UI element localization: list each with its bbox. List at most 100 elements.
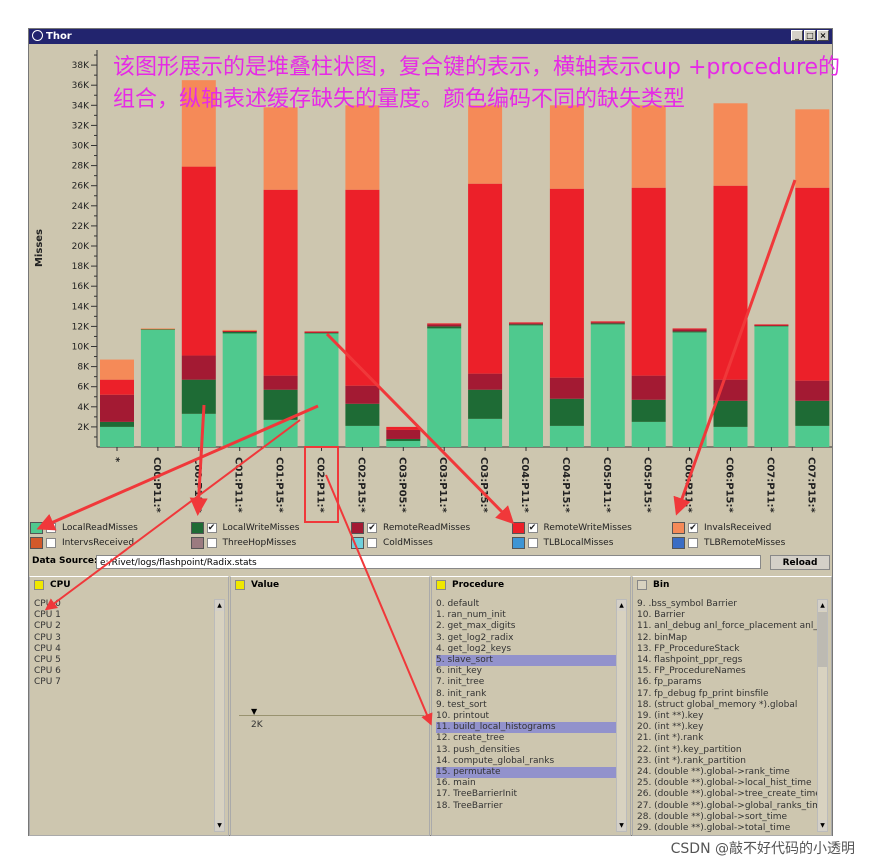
list-item[interactable]: 11. anl_debug anl_force_placement anl_p	[637, 621, 817, 632]
bar-segment-LocalReadMisses[interactable]	[222, 333, 257, 447]
list-item[interactable]: 18. (struct global_memory *).global	[637, 699, 798, 710]
bar-segment-LocalWriteMisses[interactable]	[468, 389, 503, 419]
legend-checkbox[interactable]: ✔	[46, 523, 56, 533]
bar-segment-LocalReadMisses[interactable]	[181, 413, 216, 447]
list-item[interactable]: 23. (int *).rank_partition	[637, 755, 746, 766]
list-item[interactable]: 17. fp_debug fp_print binsfile	[637, 688, 769, 699]
legend-item-ThreeHopMisses[interactable]: ThreeHopMisses	[190, 537, 296, 549]
list-item[interactable]: 11. build_local_histograms	[436, 722, 616, 734]
bar-segment-LocalWriteMisses[interactable]	[631, 399, 666, 422]
list-item[interactable]: 16. fp_params	[637, 677, 702, 688]
bar-segment-LocalWriteMisses[interactable]	[590, 323, 625, 325]
bar-segment-InvalsReceived[interactable]	[795, 109, 830, 188]
bar-segment-LocalReadMisses[interactable]	[590, 324, 625, 447]
legend-checkbox[interactable]	[367, 538, 377, 548]
procedure-toggle[interactable]	[436, 580, 446, 590]
bar-segment-LocalWriteMisses[interactable]	[140, 328, 175, 330]
bar-segment-LocalWriteMisses[interactable]	[713, 400, 748, 427]
bin-toggle[interactable]	[637, 580, 647, 590]
legend-checkbox[interactable]: ✔	[206, 523, 217, 533]
bar-segment-RemoteWriteMisses[interactable]	[754, 324, 789, 326]
bar-segment-RemoteReadMisses[interactable]	[345, 385, 380, 404]
bar-segment-LocalReadMisses[interactable]	[754, 326, 789, 447]
list-item[interactable]: 8. init_rank	[436, 688, 487, 699]
list-item[interactable]: 14. compute_global_ranks	[436, 755, 555, 766]
bar-segment-RemoteReadMisses[interactable]	[713, 379, 748, 401]
bar-segment-LocalReadMisses[interactable]	[631, 421, 666, 447]
bar-segment-LocalWriteMisses[interactable]	[181, 379, 216, 414]
reload-button[interactable]: Reload	[770, 555, 830, 570]
list-item[interactable]: 6. init_key	[436, 666, 482, 677]
bar-segment-RemoteWriteMisses[interactable]	[222, 330, 257, 332]
bar-segment-InvalsReceived[interactable]	[713, 103, 748, 186]
bar-segment-RemoteReadMisses[interactable]	[549, 377, 584, 399]
legend-item-LocalReadMisses[interactable]: ✔ LocalReadMisses	[30, 522, 138, 534]
value-marker-icon[interactable]: ▼	[251, 707, 258, 716]
list-item[interactable]: 28. (double **).global->sort_time	[637, 811, 788, 822]
bar-segment-RemoteReadMisses[interactable]	[427, 324, 462, 327]
list-item[interactable]: 3. get_log2_radix	[436, 632, 514, 643]
legend-checkbox[interactable]: ✔	[527, 523, 538, 533]
legend-item-IntervsReceived[interactable]: IntervsReceived	[30, 537, 134, 549]
bar-segment-RemoteReadMisses[interactable]	[590, 322, 625, 324]
bar-segment-RemoteWriteMisses[interactable]	[468, 183, 503, 374]
bar-segment-RemoteWriteMisses[interactable]	[181, 166, 216, 356]
procedure-scrollbar[interactable]: ▲ ▼	[616, 599, 627, 832]
list-item[interactable]: 7. init_tree	[436, 677, 485, 688]
list-item[interactable]: 20. (int **).key	[637, 722, 704, 733]
bar-segment-InvalsReceived[interactable]	[549, 105, 584, 189]
bar-segment-RemoteReadMisses[interactable]	[263, 375, 298, 390]
list-item[interactable]: 12. create_tree	[436, 733, 505, 744]
bar-segment-RemoteWriteMisses[interactable]	[345, 189, 380, 386]
bar-segment-LocalWriteMisses[interactable]	[795, 400, 830, 426]
list-item[interactable]: 9. test_sort	[436, 699, 487, 710]
bar-segment-LocalReadMisses[interactable]	[713, 426, 748, 447]
scroll-up-icon[interactable]: ▲	[215, 600, 224, 611]
list-item[interactable]: 25. (double **).global->local_hist_time	[637, 778, 812, 789]
bar-segment-RemoteWriteMisses[interactable]	[386, 426, 421, 430]
legend-item-LocalWriteMisses[interactable]: ✔ LocalWriteMisses	[190, 522, 299, 534]
list-item[interactable]: 4. get_log2_keys	[436, 643, 512, 654]
bin-scrollbar[interactable]: ▲ ▼	[817, 599, 828, 832]
list-item[interactable]: 29. (double **).global->total_time	[637, 823, 791, 834]
scroll-thumb[interactable]	[818, 612, 827, 667]
value-toggle[interactable]	[235, 580, 245, 590]
legend-checkbox[interactable]	[206, 538, 217, 548]
data-source-input[interactable]: e:/Rivet/logs/flashpoint/Radix.stats	[96, 555, 761, 569]
scroll-up-icon[interactable]: ▲	[617, 600, 626, 611]
bar-segment-RemoteWriteMisses[interactable]	[509, 322, 543, 324]
scroll-down-icon[interactable]: ▼	[215, 820, 224, 831]
legend-item-RemoteReadMisses[interactable]: ✔ RemoteReadMisses	[351, 522, 470, 534]
bar-segment-LocalWriteMisses[interactable]	[672, 331, 707, 333]
bar-segment-LocalReadMisses[interactable]	[263, 419, 298, 447]
bar-segment-RemoteReadMisses[interactable]	[631, 375, 666, 400]
list-item[interactable]: 10. Barrier	[637, 610, 685, 621]
scroll-down-icon[interactable]: ▼	[818, 820, 827, 831]
list-item[interactable]: 19. (int **).key	[637, 711, 704, 722]
list-item[interactable]: 15. permutate	[436, 767, 616, 779]
bar-segment-LocalWriteMisses[interactable]	[427, 326, 462, 329]
list-item[interactable]: CPU 4	[34, 643, 61, 654]
bar-segment-InvalsReceived[interactable]	[345, 105, 380, 190]
bar-segment-RemoteWriteMisses[interactable]	[304, 331, 339, 333]
cpu-scrollbar[interactable]: ▲ ▼	[214, 599, 225, 832]
legend-checkbox[interactable]: ✔	[688, 523, 698, 533]
bar-segment-InvalsReceived[interactable]	[222, 329, 257, 331]
legend-checkbox[interactable]	[688, 538, 698, 548]
bar-segment-InvalsReceived[interactable]	[631, 105, 666, 188]
list-item[interactable]: 24. (double **).global->rank_time	[637, 767, 790, 778]
bar-segment-RemoteReadMisses[interactable]	[795, 380, 830, 401]
bar-segment-RemoteWriteMisses[interactable]	[427, 323, 462, 325]
bar-segment-LocalReadMisses[interactable]	[427, 328, 462, 447]
minimize-button[interactable]: _	[791, 30, 803, 41]
legend-item-TLBRemoteMisses[interactable]: TLBRemoteMisses	[672, 537, 785, 549]
list-item[interactable]: CPU 5	[34, 655, 61, 666]
bar-segment-LocalWriteMisses[interactable]	[263, 389, 298, 420]
list-item[interactable]: CPU 7	[34, 677, 61, 688]
bar-segment-LocalWriteMisses[interactable]	[549, 398, 584, 426]
bar-segment-RemoteWriteMisses[interactable]	[795, 187, 830, 381]
list-item[interactable]: 21. (int *).rank	[637, 733, 704, 744]
list-item[interactable]: 27. (double **).global->global_ranks_tim…	[637, 800, 817, 811]
scroll-down-icon[interactable]: ▼	[617, 820, 626, 831]
list-item[interactable]: 16. main	[436, 778, 476, 789]
